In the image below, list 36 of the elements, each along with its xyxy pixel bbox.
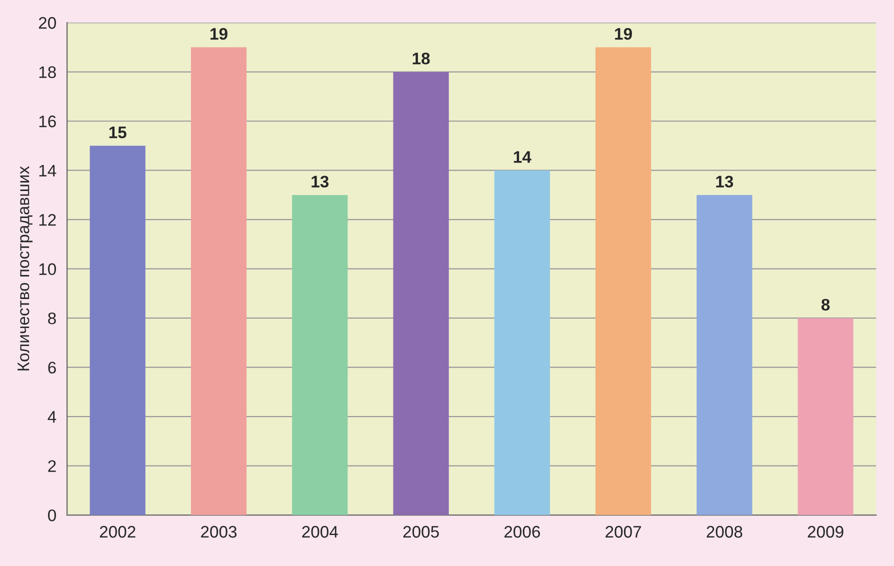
y-tick-label: 0 — [48, 509, 56, 522]
bar — [292, 194, 348, 516]
x-tick-label: 2006 — [504, 526, 540, 538]
y-tick-label: 6 — [48, 362, 56, 374]
y-tick-label: 2 — [48, 460, 56, 472]
y-tick-label: 20 — [38, 17, 56, 29]
y-tick-label: 16 — [39, 116, 56, 128]
y-tick-label: 8 — [48, 312, 56, 324]
bar — [190, 47, 247, 516]
x-tick-label: 2003 — [201, 526, 237, 538]
y-tick-label: 14 — [39, 164, 56, 176]
x-tick-label: 2004 — [302, 526, 338, 538]
y-tick-label: 10 — [39, 263, 56, 276]
data-label: 15 — [109, 126, 126, 138]
bar — [90, 146, 146, 516]
data-label: 19 — [210, 28, 228, 40]
x-tick-label: 2008 — [706, 526, 742, 538]
x-tick-label: 2007 — [606, 526, 641, 538]
y-tick-label: 12 — [39, 214, 56, 226]
data-label: 18 — [412, 52, 430, 64]
data-label: 19 — [615, 28, 632, 40]
bar — [595, 47, 652, 516]
y-tick-label: 18 — [39, 66, 56, 78]
bar — [494, 170, 550, 516]
bar — [696, 194, 752, 516]
data-label: 14 — [514, 151, 532, 163]
y-tick-label: 4 — [48, 411, 56, 423]
y-axis-title: Количество пострадавших — [18, 166, 33, 370]
data-label: 8 — [821, 298, 830, 311]
x-tick-label: 2002 — [100, 526, 136, 538]
x-tick-label: 2009 — [808, 526, 844, 538]
x-tick-label: 2005 — [403, 526, 439, 538]
data-label: 13 — [716, 176, 734, 188]
data-label: 13 — [312, 176, 329, 188]
bar — [393, 72, 449, 516]
bar — [798, 318, 854, 516]
